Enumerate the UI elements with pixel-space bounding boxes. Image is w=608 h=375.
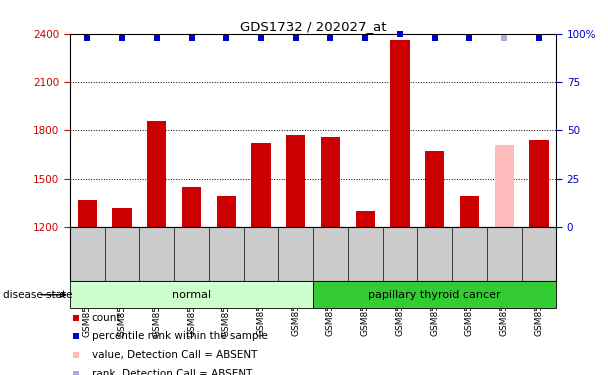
Bar <box>356 211 375 227</box>
Text: normal: normal <box>172 290 211 300</box>
Text: percentile rank within the sample: percentile rank within the sample <box>92 332 268 341</box>
Bar <box>390 40 410 227</box>
Bar <box>78 200 97 227</box>
Text: papillary thyroid cancer: papillary thyroid cancer <box>368 290 501 300</box>
Text: count: count <box>92 313 122 322</box>
Text: rank, Detection Call = ABSENT: rank, Detection Call = ABSENT <box>92 369 252 375</box>
Bar <box>530 140 548 227</box>
Bar <box>495 145 514 227</box>
Bar <box>147 121 167 227</box>
Bar <box>112 208 131 227</box>
Bar <box>252 143 271 227</box>
Title: GDS1732 / 202027_at: GDS1732 / 202027_at <box>240 20 386 33</box>
Text: value, Detection Call = ABSENT: value, Detection Call = ABSENT <box>92 350 257 360</box>
Bar <box>460 196 479 227</box>
Bar <box>182 187 201 227</box>
Text: disease state: disease state <box>4 290 73 300</box>
Bar <box>216 196 236 227</box>
Bar <box>425 151 444 227</box>
FancyBboxPatch shape <box>313 281 556 308</box>
FancyBboxPatch shape <box>70 281 313 308</box>
Bar <box>321 137 340 227</box>
Bar <box>286 135 305 227</box>
